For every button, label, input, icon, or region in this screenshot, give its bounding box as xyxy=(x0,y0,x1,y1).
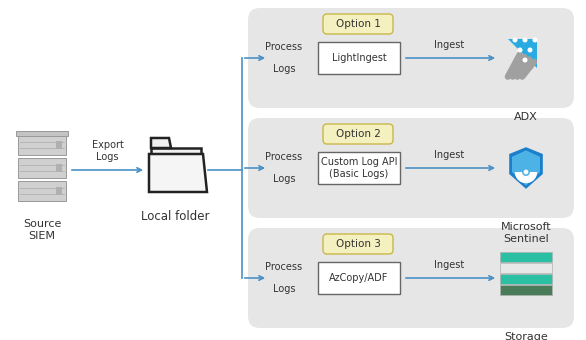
Text: Logs: Logs xyxy=(272,284,295,294)
Bar xyxy=(500,274,552,284)
Bar xyxy=(56,187,62,195)
Text: Process: Process xyxy=(265,42,302,52)
Bar xyxy=(500,263,552,272)
Text: Process: Process xyxy=(265,152,302,162)
Bar xyxy=(56,164,62,172)
Text: Local folder: Local folder xyxy=(141,210,209,223)
Bar xyxy=(318,262,400,294)
FancyBboxPatch shape xyxy=(323,124,393,144)
Circle shape xyxy=(522,168,530,176)
Text: Custom Log API
(Basic Logs): Custom Log API (Basic Logs) xyxy=(321,157,397,179)
Text: Process: Process xyxy=(265,262,302,272)
Circle shape xyxy=(523,57,527,63)
FancyBboxPatch shape xyxy=(323,14,393,34)
FancyBboxPatch shape xyxy=(248,8,574,108)
Polygon shape xyxy=(512,150,540,186)
Text: LightIngest: LightIngest xyxy=(332,53,386,63)
Circle shape xyxy=(517,48,523,52)
Wedge shape xyxy=(515,172,537,183)
FancyBboxPatch shape xyxy=(248,118,574,218)
FancyBboxPatch shape xyxy=(248,228,574,328)
Text: Export
Logs: Export Logs xyxy=(91,140,124,162)
Text: Option 2: Option 2 xyxy=(336,129,380,139)
Circle shape xyxy=(513,37,517,42)
Polygon shape xyxy=(151,138,171,148)
Bar xyxy=(318,152,400,184)
Bar xyxy=(18,135,66,155)
Text: Microsoft
Sentinel: Microsoft Sentinel xyxy=(500,222,551,243)
Circle shape xyxy=(527,48,533,52)
Polygon shape xyxy=(508,39,537,68)
Text: Ingest: Ingest xyxy=(434,150,464,160)
Circle shape xyxy=(523,37,527,42)
Text: AzCopy/ADF: AzCopy/ADF xyxy=(329,273,389,283)
Bar xyxy=(16,131,68,136)
Text: Option 1: Option 1 xyxy=(336,19,380,29)
Polygon shape xyxy=(149,154,207,192)
Text: Ingest: Ingest xyxy=(434,260,464,270)
Polygon shape xyxy=(151,148,201,188)
Bar xyxy=(56,141,62,149)
Text: Logs: Logs xyxy=(272,174,295,184)
Bar xyxy=(18,181,66,201)
Text: Source
SIEM: Source SIEM xyxy=(23,219,61,241)
Bar xyxy=(500,285,552,294)
Text: ADX: ADX xyxy=(514,112,538,122)
Bar xyxy=(500,252,552,261)
Text: Option 3: Option 3 xyxy=(336,239,380,249)
Circle shape xyxy=(533,37,537,42)
Bar xyxy=(18,158,66,178)
FancyBboxPatch shape xyxy=(323,234,393,254)
Text: Ingest: Ingest xyxy=(434,40,464,50)
Circle shape xyxy=(524,170,529,174)
Bar xyxy=(318,42,400,74)
Text: Logs: Logs xyxy=(272,64,295,74)
Text: Storage
account: Storage account xyxy=(504,332,548,340)
Polygon shape xyxy=(509,147,543,189)
